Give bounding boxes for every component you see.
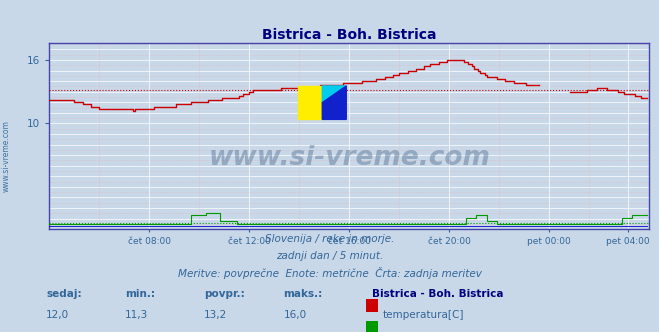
Text: povpr.:: povpr.: xyxy=(204,289,245,299)
Text: Bistrica - Boh. Bistrica: Bistrica - Boh. Bistrica xyxy=(372,289,504,299)
Text: 11,3: 11,3 xyxy=(125,310,148,320)
Text: www.si-vreme.com: www.si-vreme.com xyxy=(208,145,490,171)
Polygon shape xyxy=(322,86,346,103)
FancyBboxPatch shape xyxy=(299,86,322,120)
Text: sedaj:: sedaj: xyxy=(46,289,82,299)
Text: 16,0: 16,0 xyxy=(283,310,306,320)
Text: min.:: min.: xyxy=(125,289,156,299)
Text: temperatura[C]: temperatura[C] xyxy=(382,310,464,320)
Text: zadnji dan / 5 minut.: zadnji dan / 5 minut. xyxy=(276,251,383,261)
Text: 12,0: 12,0 xyxy=(46,310,69,320)
Text: Meritve: povprečne  Enote: metrične  Črta: zadnja meritev: Meritve: povprečne Enote: metrične Črta:… xyxy=(177,267,482,279)
Text: 13,2: 13,2 xyxy=(204,310,227,320)
Title: Bistrica - Boh. Bistrica: Bistrica - Boh. Bistrica xyxy=(262,28,436,42)
Text: maks.:: maks.: xyxy=(283,289,323,299)
Text: www.si-vreme.com: www.si-vreme.com xyxy=(2,120,11,192)
Text: Slovenija / reke in morje.: Slovenija / reke in morje. xyxy=(265,234,394,244)
Polygon shape xyxy=(322,86,346,120)
